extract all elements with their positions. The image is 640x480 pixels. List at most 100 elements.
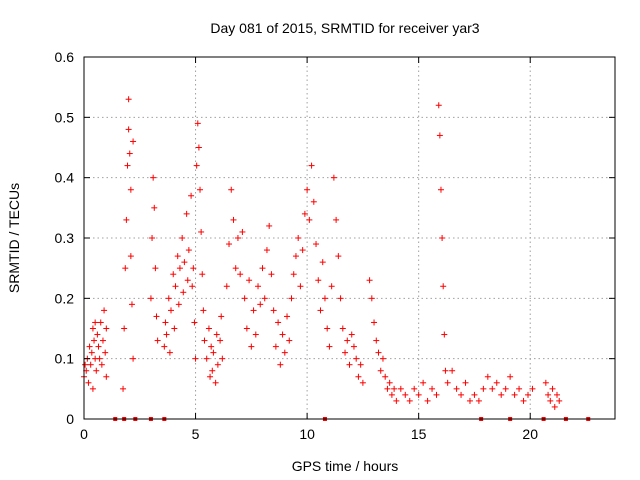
data-point xyxy=(166,349,173,356)
data-point xyxy=(480,385,487,392)
data-point xyxy=(493,379,500,386)
data-point xyxy=(324,325,331,332)
data-point xyxy=(313,241,320,248)
data-point xyxy=(176,265,183,272)
data-point xyxy=(185,247,192,254)
data-point xyxy=(205,325,212,332)
data-point xyxy=(288,295,295,302)
data-point xyxy=(85,379,92,386)
data-point xyxy=(99,337,106,344)
data-point xyxy=(466,397,473,404)
data-point xyxy=(295,235,302,241)
x-tick-label: 20 xyxy=(522,426,538,442)
data-point xyxy=(268,271,275,278)
data-point xyxy=(98,361,105,368)
data-point xyxy=(310,198,317,205)
data-point xyxy=(232,265,239,272)
data-point xyxy=(92,319,99,326)
data-point xyxy=(266,222,273,229)
data-point xyxy=(241,295,248,302)
data-point xyxy=(130,138,137,145)
data-point xyxy=(368,295,375,302)
data-point xyxy=(127,186,134,193)
data-point xyxy=(181,259,188,266)
data-point xyxy=(208,343,215,350)
data-point xyxy=(87,361,94,368)
data-point xyxy=(388,391,395,398)
data-point xyxy=(553,391,560,398)
data-point xyxy=(308,162,315,169)
data-point xyxy=(94,331,101,338)
data-point xyxy=(386,379,393,386)
data-point xyxy=(197,186,204,193)
data-point xyxy=(373,337,380,344)
data-point xyxy=(551,403,558,410)
data-point xyxy=(219,355,226,362)
data-point xyxy=(218,313,225,320)
data-point xyxy=(89,385,96,392)
data-point xyxy=(210,349,217,356)
data-point xyxy=(346,361,353,368)
data-point xyxy=(82,361,89,368)
data-point xyxy=(371,319,378,326)
x-tick-label: 15 xyxy=(411,426,427,442)
data-point xyxy=(297,283,304,290)
data-point xyxy=(377,367,384,374)
data-point xyxy=(237,271,244,278)
data-point xyxy=(355,373,362,380)
data-point xyxy=(344,337,351,344)
data-point xyxy=(96,355,103,362)
data-point xyxy=(330,174,337,181)
data-point xyxy=(272,343,279,350)
data-point xyxy=(350,343,357,350)
data-point xyxy=(335,253,342,260)
data-point xyxy=(475,397,482,404)
y-tick-label: 0 xyxy=(66,411,74,427)
data-point xyxy=(415,391,422,398)
x-axis-label: GPS time / hours xyxy=(292,458,399,474)
data-point xyxy=(462,379,469,386)
data-point xyxy=(436,132,443,139)
data-point xyxy=(326,343,333,350)
data-point xyxy=(529,385,536,392)
data-point xyxy=(193,162,200,169)
data-point xyxy=(170,271,177,278)
data-point xyxy=(234,235,241,241)
ticks: 0 0.1 0.2 0.3 0.4 0.5 0.6 0 5 10 15 20 xyxy=(55,49,615,442)
data-point xyxy=(97,319,104,326)
data-point xyxy=(153,313,160,320)
data-point xyxy=(149,235,156,241)
data-point xyxy=(411,385,418,392)
data-point xyxy=(353,355,360,362)
data-point xyxy=(125,126,132,133)
data-point xyxy=(306,216,313,223)
data-point xyxy=(420,379,427,386)
data-point xyxy=(200,307,207,314)
data-point xyxy=(122,265,129,272)
data-point xyxy=(102,349,109,356)
data-point xyxy=(230,216,237,223)
y-tick-label: 0.2 xyxy=(55,290,75,306)
grid-lines xyxy=(84,57,615,419)
data-point xyxy=(263,247,270,254)
data-point xyxy=(195,144,202,151)
data-point xyxy=(317,307,324,314)
data-point xyxy=(290,271,297,278)
data-point xyxy=(239,228,246,235)
data-point xyxy=(93,367,100,374)
data-point xyxy=(435,102,442,109)
data-point xyxy=(440,283,447,290)
data-point xyxy=(437,186,444,193)
data-point xyxy=(270,307,277,314)
data-point xyxy=(549,385,556,392)
data-point xyxy=(379,355,386,362)
data-point xyxy=(89,325,96,332)
data-point xyxy=(397,385,404,392)
data-point xyxy=(125,96,132,103)
data-point xyxy=(449,367,456,374)
data-point xyxy=(179,235,186,241)
data-point xyxy=(542,379,549,386)
data-point xyxy=(261,295,268,302)
data-point xyxy=(203,355,210,362)
